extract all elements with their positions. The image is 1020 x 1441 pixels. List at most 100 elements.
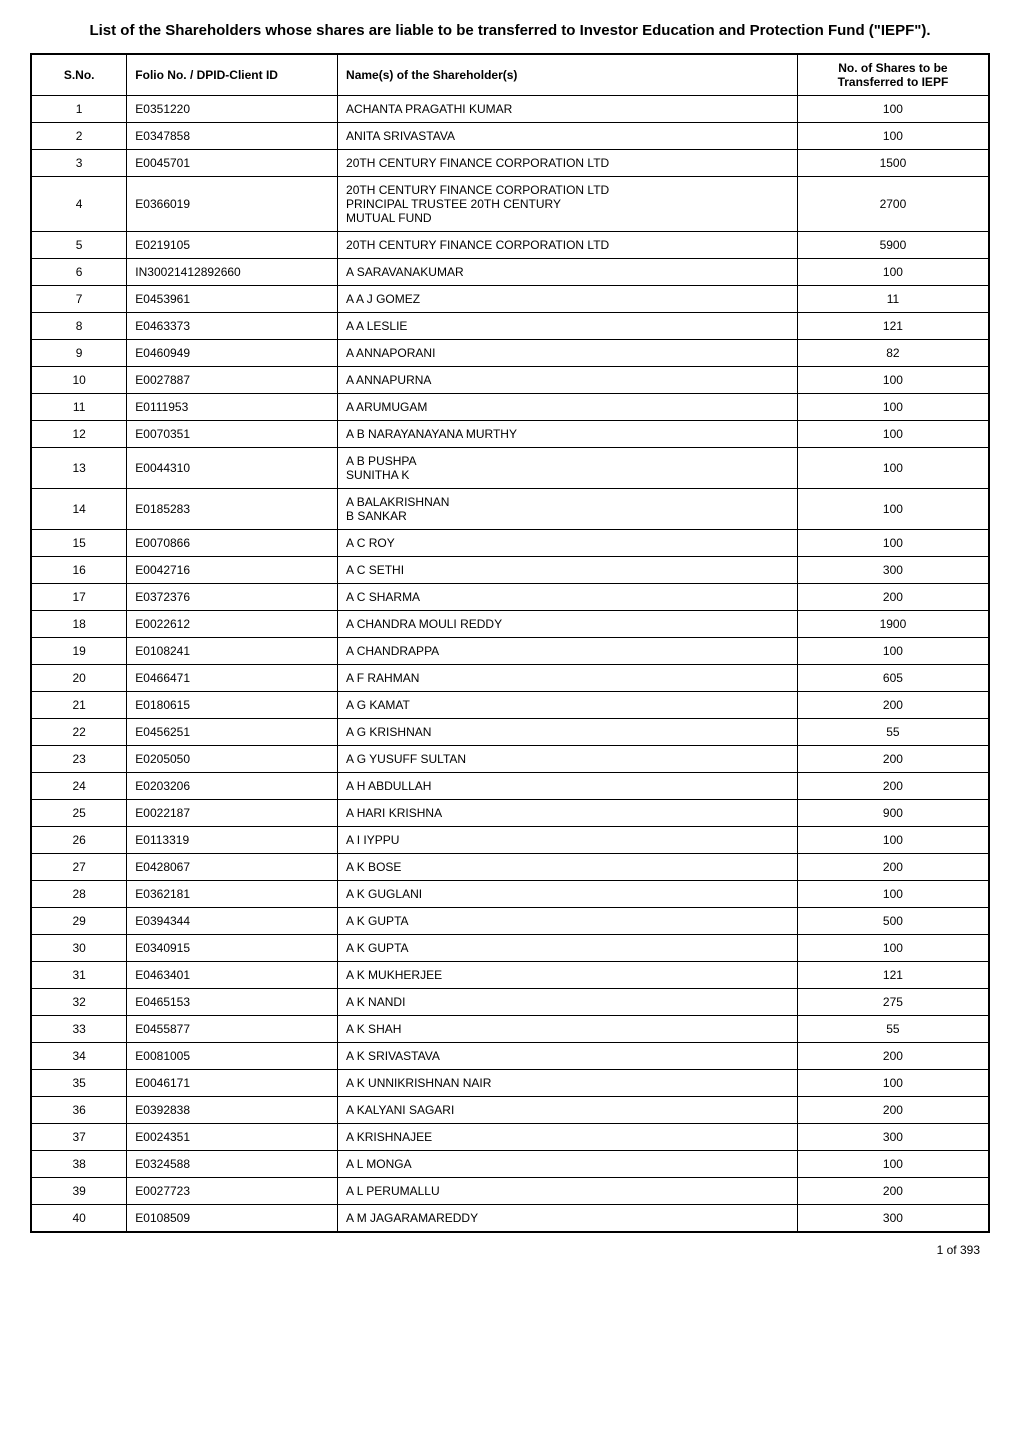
cell-name: A ANNAPORANI [338, 340, 798, 367]
cell-sno: 26 [31, 827, 127, 854]
cell-shares: 100 [797, 394, 989, 421]
cell-name: A K GUPTA [338, 908, 798, 935]
cell-shares: 200 [797, 773, 989, 800]
cell-sno: 4 [31, 177, 127, 232]
cell-sno: 22 [31, 719, 127, 746]
cell-name: A BALAKRISHNAN B SANKAR [338, 489, 798, 530]
cell-name: A CHANDRAPPA [338, 638, 798, 665]
cell-sno: 2 [31, 123, 127, 150]
cell-folio: E0027723 [127, 1178, 338, 1205]
cell-shares: 100 [797, 1070, 989, 1097]
table-row: 37E0024351A KRISHNAJEE300 [31, 1124, 989, 1151]
cell-sno: 20 [31, 665, 127, 692]
cell-folio: E0372376 [127, 584, 338, 611]
cell-shares: 100 [797, 123, 989, 150]
cell-sno: 32 [31, 989, 127, 1016]
cell-sno: 35 [31, 1070, 127, 1097]
cell-sno: 7 [31, 286, 127, 313]
cell-shares: 605 [797, 665, 989, 692]
cell-name: A L MONGA [338, 1151, 798, 1178]
cell-name: A L PERUMALLU [338, 1178, 798, 1205]
cell-name: A G KAMAT [338, 692, 798, 719]
cell-sno: 37 [31, 1124, 127, 1151]
cell-shares: 275 [797, 989, 989, 1016]
cell-sno: 10 [31, 367, 127, 394]
cell-folio: E0044310 [127, 448, 338, 489]
cell-sno: 13 [31, 448, 127, 489]
cell-sno: 9 [31, 340, 127, 367]
cell-folio: E0456251 [127, 719, 338, 746]
table-row: 14E0185283A BALAKRISHNAN B SANKAR100 [31, 489, 989, 530]
cell-name: A C SHARMA [338, 584, 798, 611]
table-row: 6IN30021412892660A SARAVANAKUMAR100 [31, 259, 989, 286]
cell-folio: E0463373 [127, 313, 338, 340]
cell-folio: E0351220 [127, 96, 338, 123]
cell-shares: 300 [797, 1205, 989, 1233]
cell-sno: 14 [31, 489, 127, 530]
cell-shares: 200 [797, 1097, 989, 1124]
table-row: 39E0027723A L PERUMALLU200 [31, 1178, 989, 1205]
cell-shares: 100 [797, 367, 989, 394]
cell-folio: IN30021412892660 [127, 259, 338, 286]
table-row: 16E0042716A C SETHI300 [31, 557, 989, 584]
cell-name: A C ROY [338, 530, 798, 557]
cell-folio: E0046171 [127, 1070, 338, 1097]
header-folio: Folio No. / DPID-Client ID [127, 54, 338, 96]
cell-shares: 300 [797, 1124, 989, 1151]
cell-shares: 121 [797, 962, 989, 989]
cell-name: A SARAVANAKUMAR [338, 259, 798, 286]
table-row: 27E0428067A K BOSE200 [31, 854, 989, 881]
table-row: 22E0456251A G KRISHNAN55 [31, 719, 989, 746]
cell-name: A CHANDRA MOULI REDDY [338, 611, 798, 638]
cell-folio: E0428067 [127, 854, 338, 881]
cell-sno: 33 [31, 1016, 127, 1043]
cell-sno: 6 [31, 259, 127, 286]
table-row: 1E0351220ACHANTA PRAGATHI KUMAR100 [31, 96, 989, 123]
cell-folio: E0108509 [127, 1205, 338, 1233]
table-row: 36E0392838A KALYANI SAGARI200 [31, 1097, 989, 1124]
cell-name: A H ABDULLAH [338, 773, 798, 800]
cell-folio: E0024351 [127, 1124, 338, 1151]
cell-folio: E0045701 [127, 150, 338, 177]
table-row: 28E0362181A K GUGLANI100 [31, 881, 989, 908]
cell-sno: 16 [31, 557, 127, 584]
cell-sno: 24 [31, 773, 127, 800]
cell-shares: 100 [797, 448, 989, 489]
table-row: 12E0070351A B NARAYANAYANA MURTHY100 [31, 421, 989, 448]
cell-folio: E0465153 [127, 989, 338, 1016]
cell-sno: 31 [31, 962, 127, 989]
cell-shares: 55 [797, 719, 989, 746]
cell-shares: 121 [797, 313, 989, 340]
cell-name: A K NANDI [338, 989, 798, 1016]
table-row: 29E0394344A K GUPTA500 [31, 908, 989, 935]
cell-folio: E0453961 [127, 286, 338, 313]
cell-shares: 100 [797, 530, 989, 557]
cell-folio: E0111953 [127, 394, 338, 421]
cell-name: A K SRIVASTAVA [338, 1043, 798, 1070]
cell-name: A G KRISHNAN [338, 719, 798, 746]
cell-folio: E0022612 [127, 611, 338, 638]
cell-folio: E0466471 [127, 665, 338, 692]
table-header-row: S.No. Folio No. / DPID-Client ID Name(s)… [31, 54, 989, 96]
cell-sno: 8 [31, 313, 127, 340]
cell-shares: 200 [797, 1043, 989, 1070]
cell-sno: 11 [31, 394, 127, 421]
table-row: 3E004570120TH CENTURY FINANCE CORPORATIO… [31, 150, 989, 177]
cell-sno: 19 [31, 638, 127, 665]
cell-folio: E0022187 [127, 800, 338, 827]
cell-folio: E0113319 [127, 827, 338, 854]
cell-folio: E0366019 [127, 177, 338, 232]
cell-name: A A J GOMEZ [338, 286, 798, 313]
cell-sno: 1 [31, 96, 127, 123]
cell-sno: 5 [31, 232, 127, 259]
cell-name: A K SHAH [338, 1016, 798, 1043]
cell-sno: 17 [31, 584, 127, 611]
cell-shares: 100 [797, 421, 989, 448]
cell-folio: E0392838 [127, 1097, 338, 1124]
cell-folio: E0180615 [127, 692, 338, 719]
cell-shares: 100 [797, 259, 989, 286]
cell-shares: 11 [797, 286, 989, 313]
cell-shares: 55 [797, 1016, 989, 1043]
cell-folio: E0081005 [127, 1043, 338, 1070]
cell-shares: 900 [797, 800, 989, 827]
